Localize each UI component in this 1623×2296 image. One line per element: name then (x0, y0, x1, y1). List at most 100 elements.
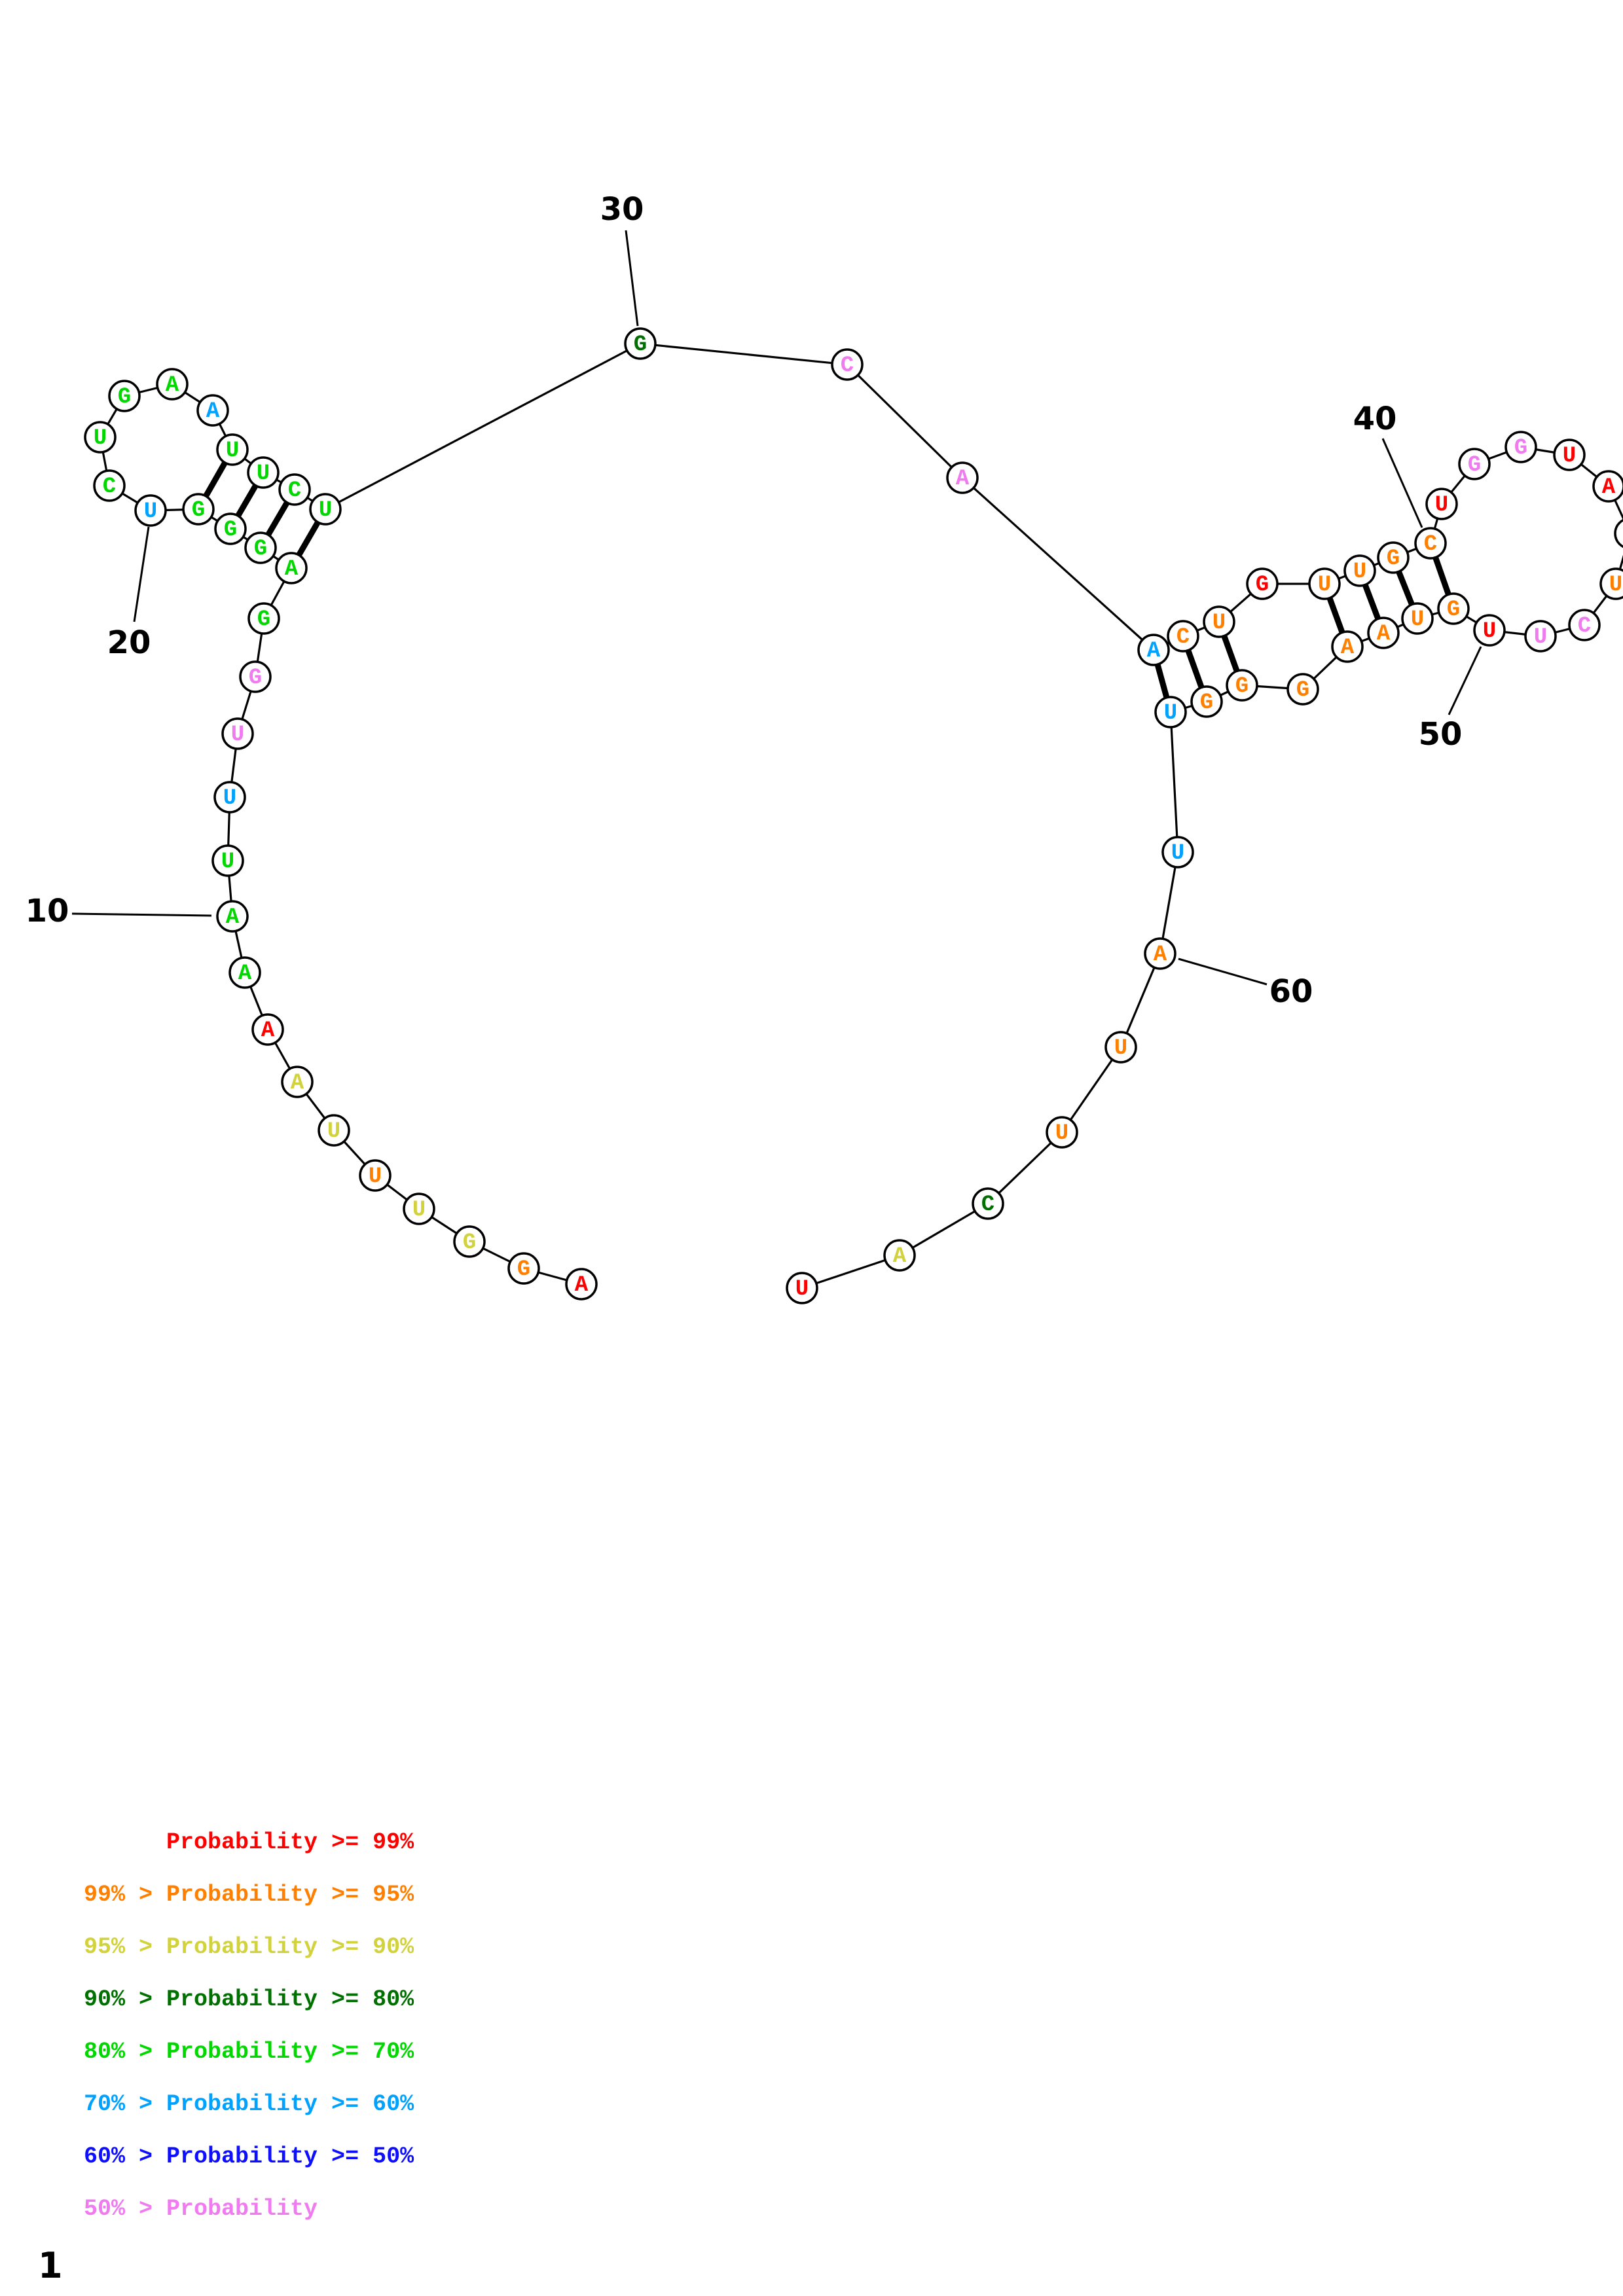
nucleotide-letter: U (257, 461, 270, 486)
nucleotide-circle (213, 781, 246, 814)
nucleotide-letter: U (369, 1164, 382, 1189)
backbone-bond (801, 1254, 900, 1289)
nucleotide-letter: U (412, 1198, 426, 1223)
nucleotide-letter: C (1424, 532, 1437, 557)
nucleotide-circle (1401, 602, 1434, 635)
nucleotide-circle (1343, 554, 1376, 587)
nucleotide-letter: U (1483, 619, 1496, 644)
backbone-bond (846, 363, 964, 479)
nucleotide-circle (1161, 836, 1194, 869)
nucleotide-letter: A (1154, 942, 1167, 967)
position-label: 10 (26, 893, 69, 929)
nucleotide-letter: A (285, 557, 299, 582)
nucleotide-letter: U (1318, 573, 1331, 598)
nucleotide-letter: A (1147, 639, 1161, 664)
nucleotide-letter: U (1114, 1036, 1127, 1061)
nucleotide-letter: C (288, 478, 301, 503)
nucleotide-circle (1203, 605, 1235, 638)
nucleotide-letter: A (893, 1244, 907, 1269)
backbone-bond (961, 476, 1155, 651)
page-number: 1 (38, 2245, 63, 2286)
nucleotide-letter: G (517, 1257, 530, 1282)
backbone-bond (325, 342, 641, 511)
legend-line: 80% > Probability >= 70% (84, 2039, 414, 2065)
nucleotide-circle (247, 602, 280, 635)
nucleotide-letter: U (1411, 607, 1424, 632)
nucleotide-circle (831, 348, 864, 381)
nucleotide-letter: A (575, 1273, 589, 1298)
nucleotide-circle (624, 327, 657, 360)
nucleotide-letter: G (192, 498, 205, 523)
nucleotide-circle (1614, 518, 1623, 548)
nucleotide-letter: A (291, 1071, 304, 1096)
nucleotide-circle (1524, 620, 1557, 653)
label-leader-line (625, 230, 639, 327)
nucleotide-circle (1308, 567, 1341, 600)
legend-line: 60% > Probability >= 50% (84, 2144, 414, 2170)
nucleotide-letter: A (166, 373, 179, 398)
nucleotide-circle (1137, 634, 1170, 666)
nucleotide-circle (1553, 439, 1586, 471)
nucleotide-letter: A (261, 1018, 275, 1043)
nucleotide-letter: A (1341, 636, 1355, 660)
nucleotide-letter: G (1296, 678, 1309, 703)
nucleotide-letter: G (1256, 573, 1269, 598)
nucleotide-letter: G (118, 385, 131, 410)
position-label: 30 (600, 191, 644, 228)
nucleotide-letter: U (221, 850, 234, 874)
nucleotide-letter: U (1563, 444, 1576, 469)
nucleotide-letter: G (1447, 598, 1460, 622)
backbone-bonds (99, 342, 1623, 1289)
backbone-bond (1120, 953, 1161, 1048)
nucleotide-letter: U (1353, 560, 1366, 584)
legend-line: 95% > Probability >= 90% (84, 1934, 414, 1960)
nucleotide-circle (1425, 488, 1458, 520)
nucleotide-circle (216, 433, 249, 466)
nucleotide-circle (156, 368, 189, 401)
nucleotide-circle (1046, 1116, 1078, 1149)
nucleotide-letter: C (841, 353, 854, 378)
label-leader-line (1178, 958, 1267, 986)
position-label: 60 (1269, 973, 1313, 1010)
position-label: 20 (107, 624, 151, 661)
nucleotide-letter: U (1609, 573, 1622, 598)
nucleotide-circle (1167, 620, 1199, 653)
nucleotide-circle (318, 1114, 350, 1147)
nucleotide-circle (309, 493, 342, 526)
nucleotide-letter: G (249, 666, 262, 691)
nucleotide-letter: U (1435, 493, 1448, 518)
nucleotide-circle (239, 660, 272, 693)
nucleotide-circle (1504, 431, 1537, 463)
label-leader-line (71, 912, 212, 917)
nucleotide-letter: U (223, 786, 236, 811)
nucleotide-letter: G (257, 607, 270, 632)
nucleotide-circle (883, 1239, 916, 1272)
nucleotide-letter: G (1200, 691, 1213, 715)
nucleotide-letter: U (327, 1119, 340, 1144)
nucleotide-circle (1437, 592, 1470, 625)
label-leader-line (1448, 646, 1482, 715)
nucleotide-letter: U (144, 499, 157, 524)
nucleotide-circle (134, 494, 167, 527)
nucleotide-circle (1414, 527, 1447, 560)
nucleotide-letter: G (1514, 436, 1527, 461)
nucleotide-letter: A (956, 467, 970, 492)
nucleotide-circle (214, 512, 247, 545)
nucleotide-circle (453, 1225, 486, 1258)
nucleotide-circle (281, 1066, 314, 1098)
nucleotide-circle (1226, 669, 1258, 702)
nucleotide-circle (275, 552, 308, 584)
nucleotide-letter: G (463, 1230, 476, 1255)
nucleotide-circle (216, 900, 249, 933)
nucleotide-circle (1144, 937, 1176, 970)
nucleotide-circle (1190, 685, 1223, 718)
nucleotide-circle (1458, 448, 1491, 480)
nucleotide-circle (1331, 630, 1364, 663)
nucleotide-letter: C (1578, 614, 1591, 639)
legend-line: 70% > Probability >= 60% (84, 2091, 414, 2117)
nucleotide-circle (211, 844, 244, 877)
nucleotide-letter: A (206, 399, 220, 424)
